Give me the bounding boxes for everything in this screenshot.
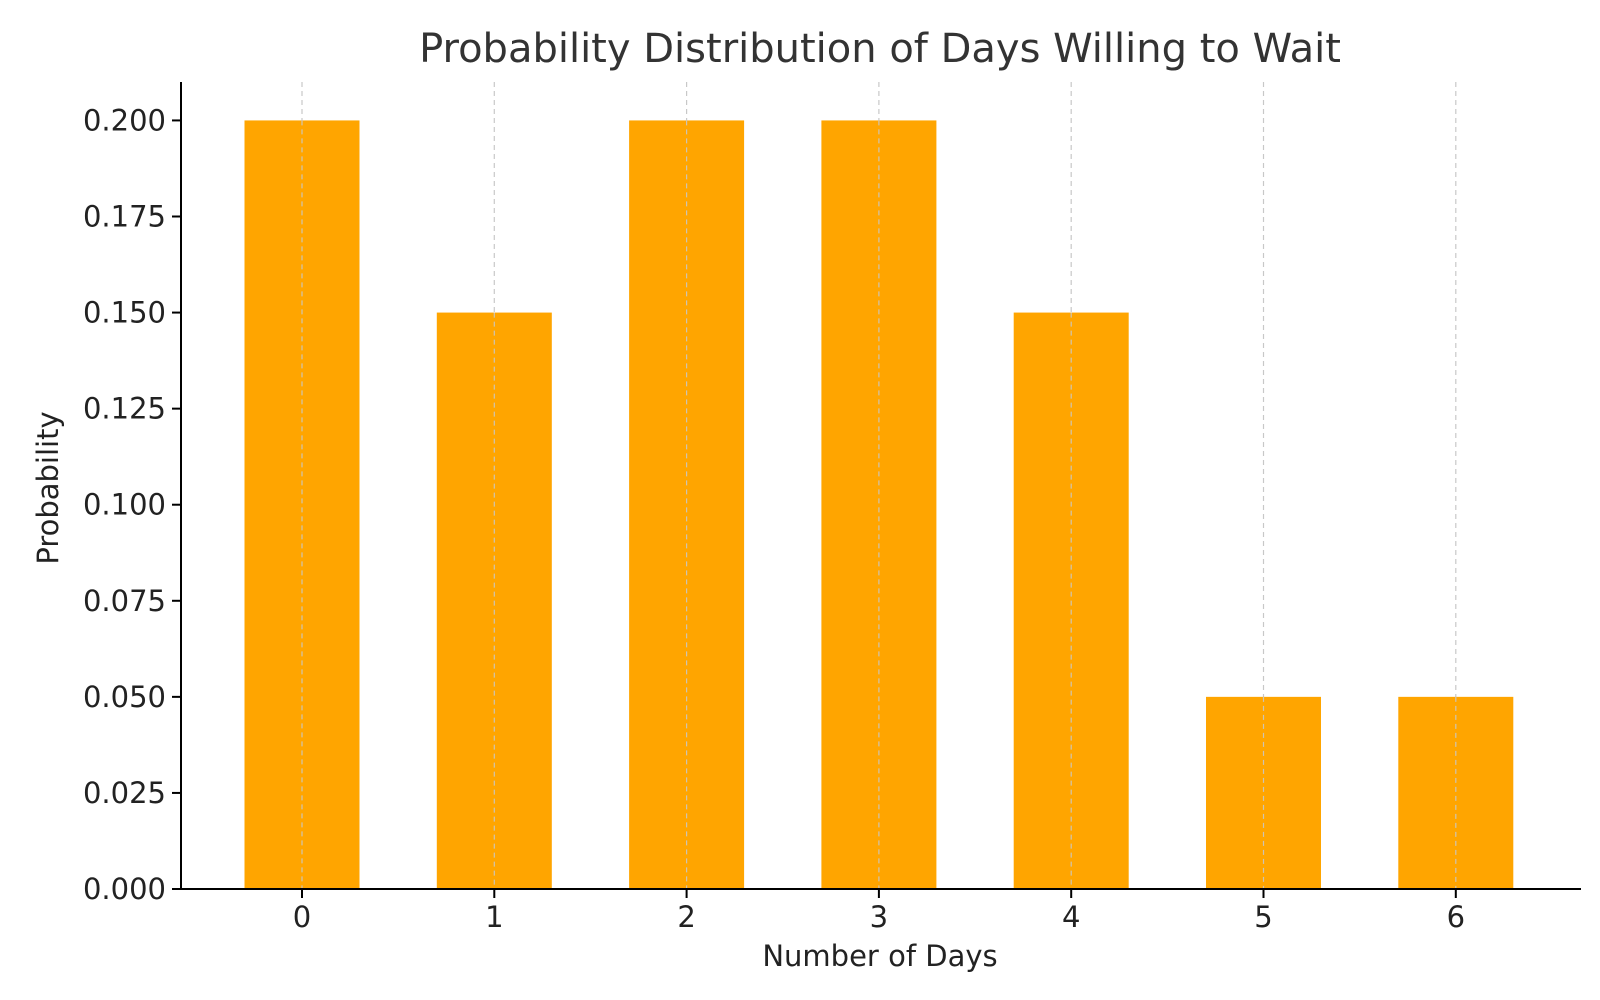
x-axis-label: Number of Days — [762, 939, 997, 973]
x-tick-label: 4 — [1062, 900, 1080, 934]
x-tick-label: 6 — [1447, 900, 1465, 934]
y-tick-label: 0.150 — [83, 296, 166, 330]
y-tick-label: 0.075 — [83, 584, 166, 618]
bar-0 — [244, 120, 360, 889]
x-tick-label: 1 — [485, 900, 503, 934]
y-tick-label: 0.100 — [83, 488, 166, 522]
y-tick-label: 0.175 — [83, 200, 166, 234]
y-tick-label: 0.025 — [83, 776, 166, 810]
chart-title: Probability Distribution of Days Willing… — [419, 26, 1341, 72]
bars-layer — [244, 120, 1514, 890]
y-tick-label: 0.000 — [83, 872, 166, 906]
x-tick-label: 2 — [677, 900, 695, 934]
y-tick-label: 0.200 — [83, 103, 166, 137]
x-ticks: 0 1 2 3 4 5 6 — [293, 889, 1465, 934]
bar-2 — [629, 120, 745, 889]
y-tick-label: 0.125 — [83, 392, 166, 426]
x-tick-label: 3 — [870, 900, 888, 934]
x-tick-label: 0 — [293, 900, 311, 934]
y-ticks: 0.000 0.025 0.050 0.075 0.100 0.125 0.150 0.175… — [83, 103, 181, 906]
bar-3 — [821, 120, 937, 889]
bar-5 — [1206, 696, 1321, 889]
bar-6 — [1398, 696, 1514, 889]
y-tick-label: 0.050 — [83, 680, 166, 714]
x-tick-label: 5 — [1254, 900, 1272, 934]
y-axis-label: Probability — [31, 411, 65, 564]
